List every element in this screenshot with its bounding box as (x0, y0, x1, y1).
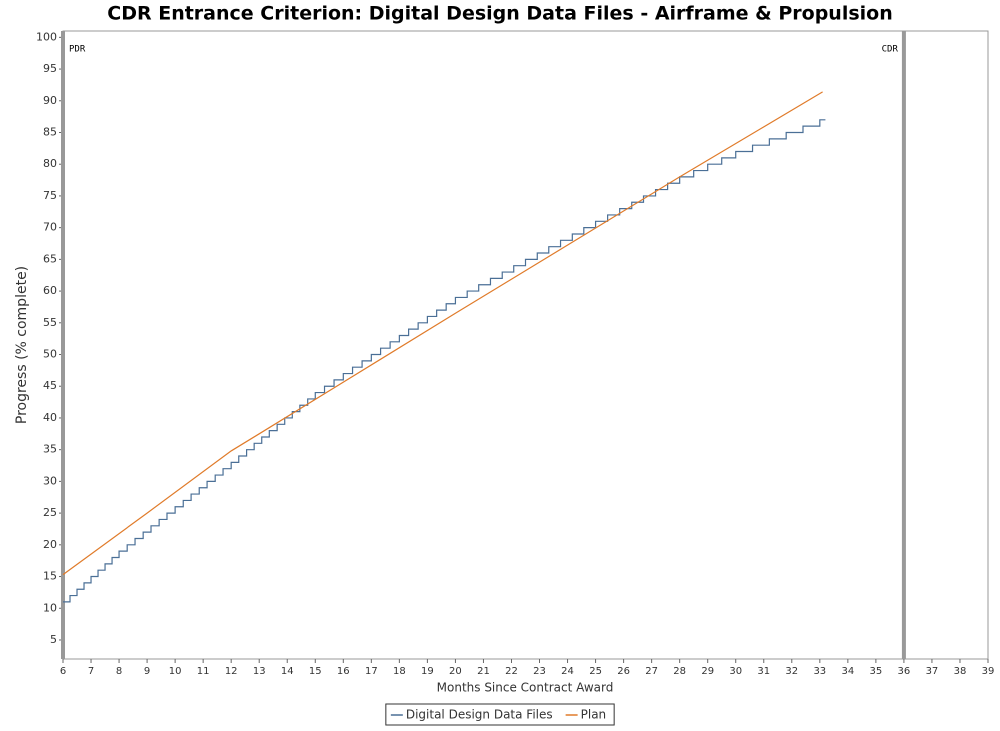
milestone-label: CDR (882, 45, 899, 55)
y-tick-label: 70 (43, 221, 57, 234)
x-tick-label: 13 (253, 666, 266, 677)
y-tick-label: 15 (43, 570, 57, 583)
y-tick-label: 20 (43, 538, 57, 551)
legend: Digital Design Data Files Plan (385, 703, 615, 726)
series-line (62, 91, 823, 576)
x-tick-label: 15 (309, 666, 322, 677)
x-tick-label: 10 (169, 666, 182, 677)
x-tick-label: 34 (841, 666, 854, 677)
y-tick-label: 55 (43, 316, 57, 329)
x-tick-label: 37 (926, 666, 939, 677)
x-tick-label: 8 (116, 666, 122, 677)
y-tick-label: 30 (43, 474, 57, 487)
x-tick-label: 27 (645, 666, 658, 677)
y-tick-label: 40 (43, 411, 57, 424)
x-tick-label: 38 (954, 666, 967, 677)
x-tick-label: 21 (477, 666, 490, 677)
x-tick-label: 31 (757, 666, 770, 677)
y-tick-label: 85 (43, 125, 57, 138)
x-tick-label: 33 (813, 666, 826, 677)
chart-title: CDR Entrance Criterion: Digital Design D… (107, 3, 893, 25)
x-tick-label: 29 (701, 666, 714, 677)
milestone-label: PDR (69, 45, 86, 55)
x-tick-label: 17 (365, 666, 378, 677)
x-tick-label: 30 (729, 666, 742, 677)
x-tick-label: 39 (982, 666, 995, 677)
x-tick-label: 16 (337, 666, 350, 677)
x-tick-label: 12 (225, 666, 238, 677)
y-tick-label: 25 (43, 506, 57, 519)
x-tick-label: 7 (88, 666, 94, 677)
y-tick-label: 95 (43, 62, 57, 75)
x-tick-label: 24 (561, 666, 574, 677)
y-tick-label: 80 (43, 157, 57, 170)
y-tick-label: 100 (36, 30, 57, 43)
x-tick-label: 18 (393, 666, 406, 677)
y-tick-label: 50 (43, 348, 57, 361)
x-tick-label: 32 (785, 666, 798, 677)
x-tick-label: 14 (281, 666, 294, 677)
x-tick-label: 25 (589, 666, 602, 677)
y-tick-label: 65 (43, 252, 57, 265)
y-tick-label: 10 (43, 601, 57, 614)
x-tick-label: 23 (533, 666, 546, 677)
x-tick-label: 26 (617, 666, 630, 677)
x-tick-label: 6 (60, 666, 66, 677)
plot-area (62, 30, 989, 660)
y-tick-label: 35 (43, 443, 57, 456)
x-tick-label: 19 (421, 666, 434, 677)
x-tick-label: 9 (144, 666, 150, 677)
x-axis-label: Months Since Contract Award (437, 681, 614, 695)
legend-box (385, 703, 615, 726)
y-axis-label: Progress (% complete) (14, 266, 30, 424)
x-tick-label: 28 (673, 666, 686, 677)
x-tick-label: 22 (505, 666, 518, 677)
legend-label: Plan (581, 708, 607, 722)
legend-label: Digital Design Data Files (406, 708, 553, 722)
x-tick-label: 11 (197, 666, 210, 677)
y-tick-label: 5 (50, 633, 57, 646)
y-tick-label: 90 (43, 94, 57, 107)
y-tick-label: 75 (43, 189, 57, 202)
y-tick-label: 45 (43, 379, 57, 392)
x-tick-label: 35 (870, 666, 883, 677)
y-tick-label: 60 (43, 284, 57, 297)
x-tick-label: 36 (898, 666, 911, 677)
x-tick-label: 20 (449, 666, 462, 677)
